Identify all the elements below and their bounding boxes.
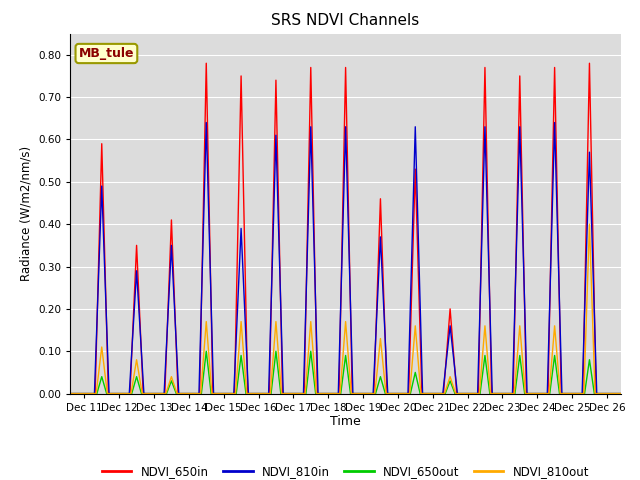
NDVI_650out	[617, 391, 625, 396]
NDVI_650in	[174, 391, 182, 396]
NDVI_650out	[312, 391, 319, 396]
NDVI_810in	[265, 391, 273, 396]
NDVI_810out	[307, 319, 315, 324]
NDVI_810out	[173, 391, 181, 396]
NDVI_810in	[67, 391, 74, 396]
NDVI_810out	[67, 391, 74, 396]
Text: MB_tule: MB_tule	[79, 47, 134, 60]
Title: SRS NDVI Channels: SRS NDVI Channels	[271, 13, 420, 28]
NDVI_810in	[300, 391, 307, 396]
NDVI_810in	[376, 234, 384, 240]
NDVI_810out	[586, 221, 593, 227]
Line: NDVI_650out: NDVI_650out	[70, 351, 621, 394]
NDVI_810in	[265, 391, 273, 396]
NDVI_650out	[268, 391, 275, 396]
NDVI_650in	[266, 391, 273, 396]
NDVI_650out	[202, 348, 210, 354]
NDVI_810in	[175, 391, 182, 396]
NDVI_810in	[202, 120, 210, 125]
NDVI_650out	[376, 374, 384, 380]
Line: NDVI_810in: NDVI_810in	[70, 122, 621, 394]
NDVI_810out	[266, 391, 274, 396]
NDVI_650out	[67, 391, 74, 396]
NDVI_650out	[173, 391, 180, 396]
NDVI_650in	[617, 391, 625, 396]
NDVI_650in	[314, 391, 321, 396]
X-axis label: Time: Time	[330, 415, 361, 429]
NDVI_810out	[371, 391, 379, 396]
NDVI_810in	[617, 391, 625, 396]
Legend: NDVI_650in, NDVI_810in, NDVI_650out, NDVI_810out: NDVI_650in, NDVI_810in, NDVI_650out, NDV…	[97, 461, 594, 480]
NDVI_650in	[300, 391, 308, 396]
NDVI_810out	[243, 391, 250, 396]
NDVI_650out	[302, 391, 310, 396]
NDVI_650out	[267, 391, 275, 396]
NDVI_810in	[314, 391, 322, 396]
NDVI_650in	[202, 60, 210, 66]
Line: NDVI_810out: NDVI_810out	[70, 224, 621, 394]
NDVI_650in	[266, 391, 273, 396]
NDVI_810out	[301, 391, 309, 396]
NDVI_810out	[617, 391, 625, 396]
NDVI_650in	[376, 196, 384, 202]
Line: NDVI_650in: NDVI_650in	[70, 63, 621, 394]
NDVI_650in	[67, 391, 74, 396]
Y-axis label: Radiance (W/m2/nm/s): Radiance (W/m2/nm/s)	[20, 146, 33, 281]
